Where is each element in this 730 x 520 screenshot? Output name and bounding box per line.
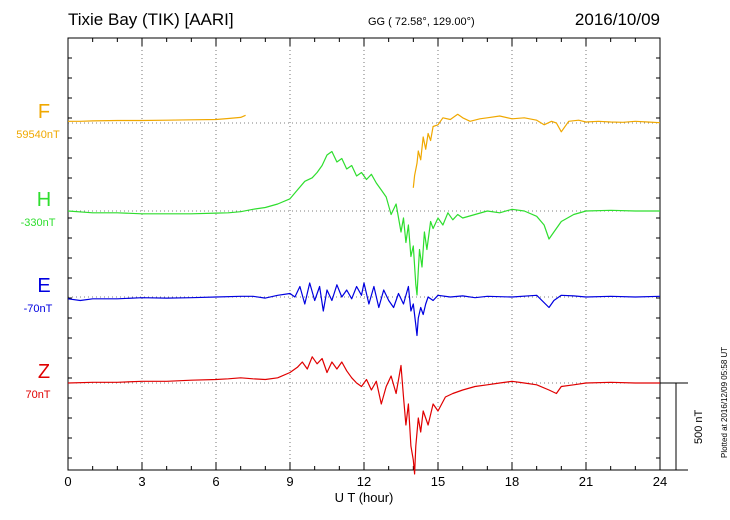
channel-baseline-h: -330nT bbox=[21, 217, 56, 229]
x-tick-label: 18 bbox=[505, 474, 519, 489]
x-tick-label: 15 bbox=[431, 474, 445, 489]
series-f-trace bbox=[68, 114, 246, 122]
x-tick-label: 3 bbox=[138, 474, 145, 489]
plotted-at-note: Plotted at 2016/12/09 05:58 UT bbox=[720, 346, 729, 458]
scale-bar-label: 500 nT bbox=[693, 409, 705, 444]
channel-baseline-f: 59540nT bbox=[16, 129, 60, 141]
channel-baseline-e: -70nT bbox=[24, 303, 53, 315]
series-e-trace bbox=[67, 282, 661, 337]
series-h-trace bbox=[67, 150, 660, 296]
station-coordinates: GG ( 72.58°, 129.00°) bbox=[368, 16, 475, 28]
channel-label-e: E bbox=[37, 275, 50, 297]
channel-label-h: H bbox=[37, 189, 51, 211]
series-f-trace bbox=[412, 113, 661, 188]
plot-date: 2016/10/09 bbox=[574, 10, 660, 29]
series-z-trace bbox=[67, 356, 660, 475]
x-tick-label: 9 bbox=[286, 474, 293, 489]
channel-baseline-z: 70nT bbox=[25, 389, 50, 401]
channel-label-f: F bbox=[38, 101, 50, 123]
x-axis-label: U T (hour) bbox=[335, 490, 394, 505]
x-tick-label: 21 bbox=[579, 474, 593, 489]
channel-label-z: Z bbox=[38, 361, 50, 383]
station-title: Tixie Bay (TIK) [AARI] bbox=[68, 10, 234, 29]
x-tick-label: 0 bbox=[64, 474, 71, 489]
x-tick-label: 6 bbox=[212, 474, 219, 489]
x-tick-label: 24 bbox=[653, 474, 667, 489]
x-tick-label: 12 bbox=[357, 474, 371, 489]
